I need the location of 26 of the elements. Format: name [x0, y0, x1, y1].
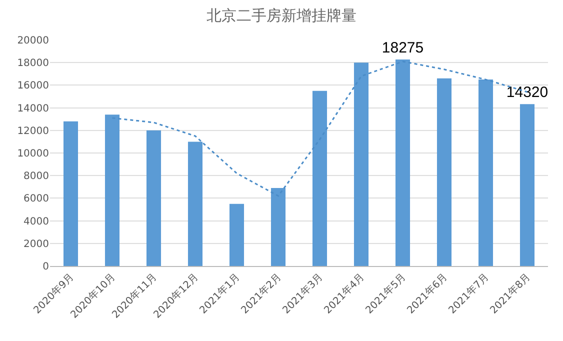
bar [520, 104, 535, 266]
y-tick-label: 18000 [17, 58, 49, 70]
y-tick-label: 20000 [17, 36, 49, 46]
bar [229, 204, 244, 266]
bar [146, 130, 162, 266]
y-tick-label: 6000 [24, 194, 49, 205]
bar [312, 90, 328, 266]
y-tick-label: 14000 [17, 103, 49, 114]
bar [354, 62, 369, 266]
y-tick-label: 8000 [24, 171, 49, 182]
bar [478, 80, 494, 266]
data-label: 18275 [382, 39, 424, 56]
bar [270, 188, 286, 266]
y-tick-label: 16000 [17, 80, 49, 92]
bar [436, 78, 452, 266]
data-label: 14320 [506, 84, 548, 102]
y-tick-label: 12000 [17, 126, 49, 137]
y-tick-label: 2000 [24, 238, 49, 250]
bar [188, 142, 203, 266]
y-tick-label: 0 [42, 262, 49, 272]
y-tick-label: 4000 [24, 216, 49, 228]
bar [104, 114, 120, 266]
bar [63, 121, 78, 266]
y-tick-label: 10000 [17, 148, 49, 160]
bar [395, 59, 410, 266]
chart-title: 北京二手房新增挂牌量 [206, 6, 356, 25]
